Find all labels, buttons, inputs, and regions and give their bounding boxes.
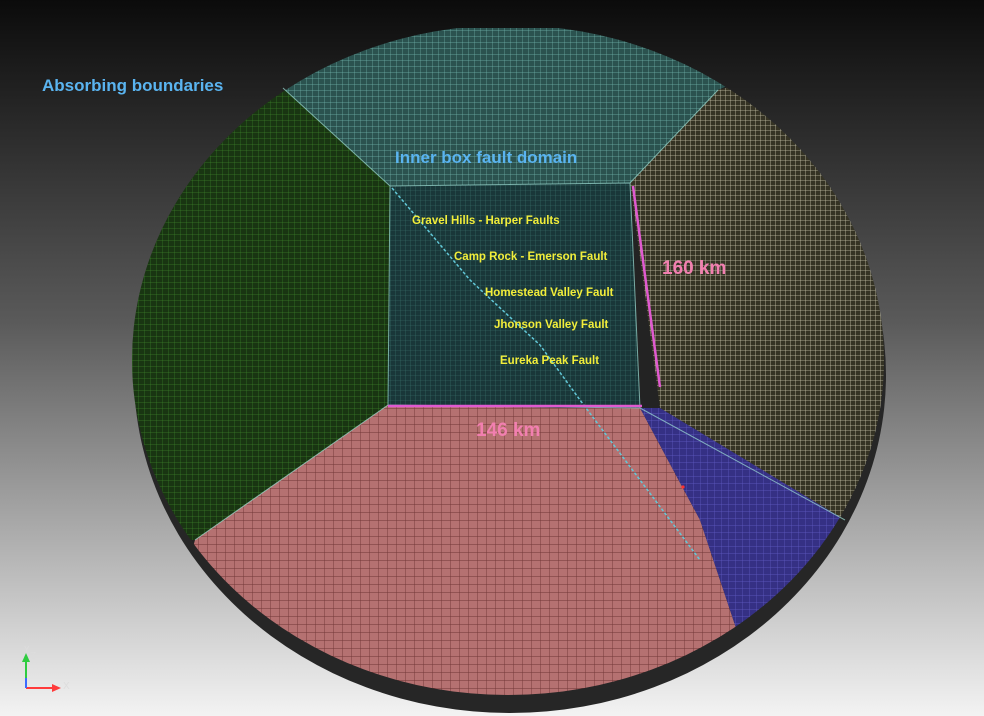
axis-y-label: Y [24,645,30,654]
fault-label-eureka-peak: Eureka Peak Fault [500,355,600,367]
marker-point [681,485,685,489]
fault-trace-line [391,187,701,561]
fault-label-homestead-valley: Homestead Valley Fault [485,287,614,299]
top-mesh-segment [150,28,860,186]
mesh-surfaces [132,28,884,695]
vertical-dimension-line [631,185,662,388]
vertical-dimension-label: 160 km [662,258,727,279]
inner-box-label: Inner box fault domain [395,148,578,167]
bottom-mesh-segment [150,405,760,695]
axis-x-label: X [63,681,70,692]
fault-label-jhonson-valley: Jhonson Valley Fault [494,319,609,331]
absorbing-boundaries-label: Absorbing boundaries [42,76,224,95]
fault-label-gravel-hills: Gravel Hills - Harper Faults [412,215,560,227]
fault-label-camp-rock: Camp Rock - Emerson Fault [454,251,608,263]
segment-seams [194,87,846,541]
inner-box-mesh [388,183,640,408]
axis-z-label: Z [30,651,37,662]
horizontal-dimension-label: 146 km [476,420,541,441]
axis-triad [22,653,61,692]
